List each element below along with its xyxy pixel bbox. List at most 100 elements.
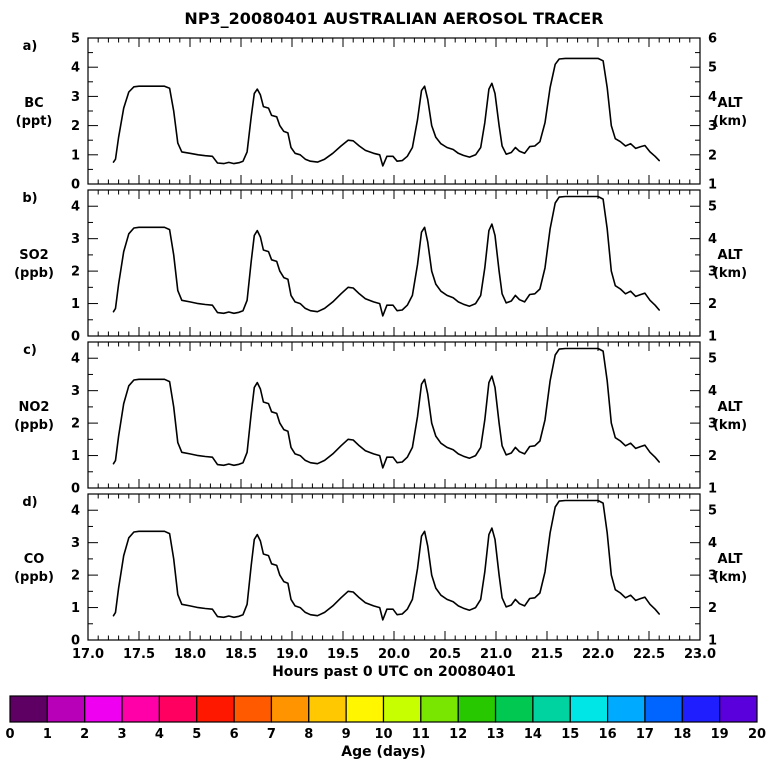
species-label: SO2 <box>19 248 48 263</box>
panel-frame <box>87 37 701 185</box>
y-tick-label: 0 <box>71 330 80 345</box>
colorbar-cell <box>233 695 273 723</box>
altitude-trace <box>112 499 661 621</box>
right-tick-label: 1 <box>708 330 717 345</box>
colorbar-tick-label: 0 <box>5 727 14 742</box>
colorbar-tick-label: 7 <box>267 727 276 742</box>
panel-a: 0 1 2 3 4 5 1 2 3 4 5 6 a) BC (ppt) ALT (km) <box>16 32 747 193</box>
x-tick-label: 20.5 <box>429 647 461 662</box>
species-label: BC <box>24 96 43 111</box>
alt-axis-label: ALT <box>717 552 742 567</box>
altitude-trace <box>112 195 661 317</box>
altitude-trace <box>112 347 661 469</box>
colorbar-cell <box>457 695 497 723</box>
colorbar-tick-label: 19 <box>711 727 729 742</box>
y-tick-label: 2 <box>71 119 80 134</box>
colorbar-tick-label: 17 <box>636 727 654 742</box>
species-unit-label: (ppb) <box>14 570 54 585</box>
y-tick-label: 1 <box>71 601 80 616</box>
alt-axis-unit-label: (km) <box>713 418 747 433</box>
colorbar-tick-label: 4 <box>155 727 164 742</box>
colorbar-cell <box>46 695 86 723</box>
colorbar-tick-label: 6 <box>230 727 239 742</box>
y-tick-label: 1 <box>71 148 80 163</box>
panel-tag: a) <box>23 39 38 54</box>
colorbar-tick-label: 10 <box>374 727 392 742</box>
right-tick-label: 5 <box>708 61 717 76</box>
right-tick-label: 4 <box>708 90 717 105</box>
right-tick-label: 5 <box>708 200 717 215</box>
y-tick-label: 5 <box>71 32 80 47</box>
x-tick-label: 17.0 <box>72 647 104 662</box>
colorbar-cell <box>569 695 609 723</box>
right-tick-label: 6 <box>708 32 717 47</box>
right-tick-label: 4 <box>708 384 717 399</box>
right-tick-label: 1 <box>708 178 717 193</box>
colorbar-cell <box>681 695 721 723</box>
colorbar-cell <box>121 695 161 723</box>
alt-axis-unit-label: (km) <box>713 266 747 281</box>
colorbar-tick-label: 8 <box>304 727 313 742</box>
colorbar-cell <box>84 695 123 723</box>
colorbar-tick-label: 14 <box>524 727 542 742</box>
right-tick-label: 2 <box>708 297 717 312</box>
colorbar-tick-label: 18 <box>673 727 691 742</box>
species-label: CO <box>24 552 45 567</box>
right-tick-label: 3 <box>708 119 717 134</box>
x-tick-label: 17.5 <box>123 647 155 662</box>
right-tick-label: 1 <box>708 482 717 497</box>
right-tick-label: 3 <box>708 265 717 280</box>
colorbar-cell <box>382 695 422 723</box>
species-label: NO2 <box>19 400 50 415</box>
y-tick-label: 2 <box>71 265 80 280</box>
right-tick-label: 3 <box>708 569 717 584</box>
colorbar-cell <box>9 695 48 723</box>
colorbar-cell <box>719 695 758 723</box>
x-tick-label: 21.0 <box>480 647 512 662</box>
colorbar-tick-label: 3 <box>118 727 127 742</box>
panel-frame <box>87 189 701 337</box>
panel-c: 0 1 2 3 4 1 2 3 4 5 c) NO2 (ppb) ALT (km) <box>14 341 747 497</box>
right-tick-label: 5 <box>708 504 717 519</box>
colorbar-tick-label: 11 <box>412 727 430 742</box>
colorbar-title: Age (days) <box>341 744 426 760</box>
panel-d: 0 1 2 3 4 1 2 3 4 5 17.0 17.5 18.0 18.5 19.0 19.5 20.0 20… <box>14 493 747 662</box>
y-tick-label: 0 <box>71 634 80 649</box>
colorbar-tick-label: 12 <box>449 727 467 742</box>
y-tick-label: 4 <box>71 200 80 215</box>
colorbar-cell <box>345 695 385 723</box>
colorbar-cell <box>644 695 683 723</box>
right-tick-label: 3 <box>708 417 717 432</box>
y-tick-label: 3 <box>71 232 80 247</box>
colorbar-cell <box>532 695 571 723</box>
panel-frame <box>87 341 701 489</box>
x-tick-label: 18.5 <box>225 647 257 662</box>
right-tick-label: 2 <box>708 148 717 163</box>
y-tick-label: 4 <box>71 504 80 519</box>
alt-axis-label: ALT <box>717 96 742 111</box>
colorbar-cell <box>196 695 235 723</box>
x-tick-label: 22.5 <box>633 647 665 662</box>
panel-b: 0 1 2 3 4 1 2 3 4 5 b) SO2 (ppb) ALT (km) <box>14 189 747 345</box>
colorbar-tick-label: 20 <box>748 727 766 742</box>
y-tick-label: 2 <box>71 417 80 432</box>
x-tick-label: 20.0 <box>378 647 410 662</box>
y-tick-label: 3 <box>71 536 80 551</box>
y-tick-label: 4 <box>71 352 80 367</box>
right-tick-label: 4 <box>708 536 717 551</box>
right-tick-label: 2 <box>708 449 717 464</box>
y-tick-label: 0 <box>71 178 80 193</box>
panel-tag: c) <box>23 343 37 358</box>
colorbar-tick-label: 9 <box>342 727 351 742</box>
x-tick-label: 22.0 <box>582 647 614 662</box>
species-unit-label: (ppt) <box>16 114 53 129</box>
right-tick-label: 2 <box>708 601 717 616</box>
x-axis-title: Hours past 0 UTC on 20080401 <box>272 664 516 680</box>
species-unit-label: (ppb) <box>14 418 54 433</box>
y-tick-label: 3 <box>71 384 80 399</box>
colorbar-cell <box>308 695 347 723</box>
y-tick-label: 3 <box>71 90 80 105</box>
right-tick-label: 5 <box>708 352 717 367</box>
right-tick-label: 4 <box>708 232 717 247</box>
